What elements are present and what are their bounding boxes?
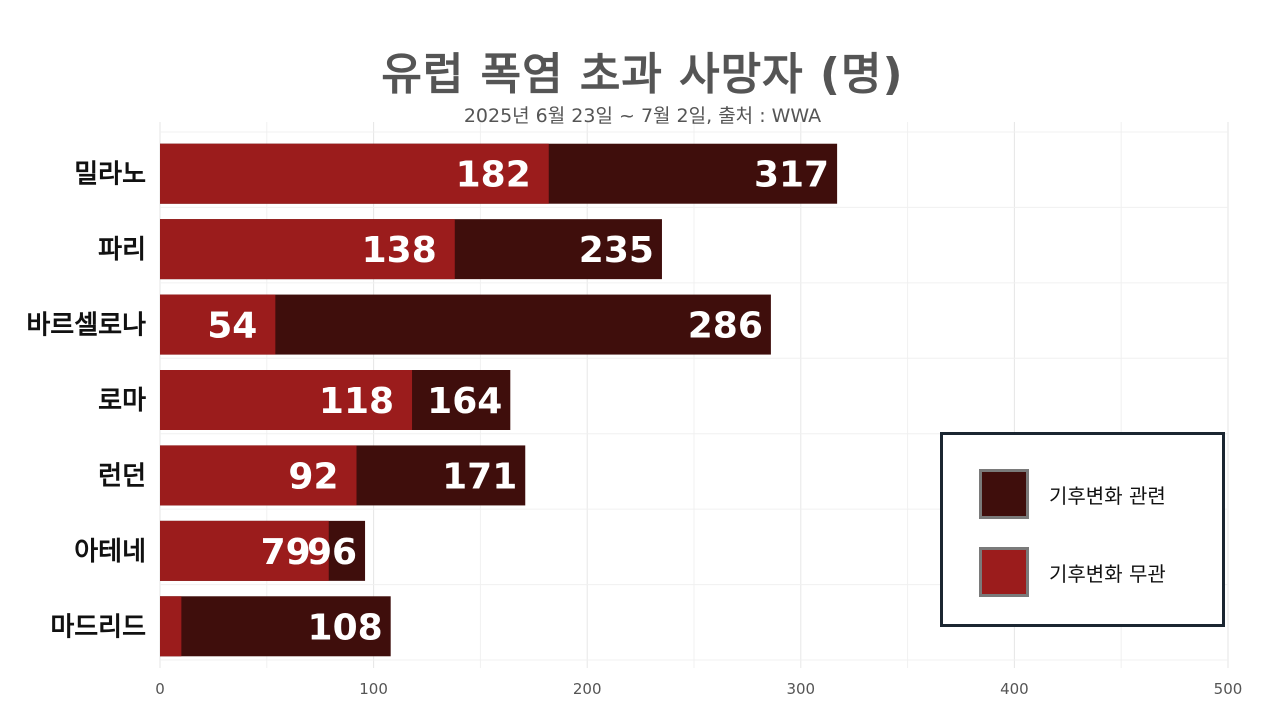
bar-climate-unrelated <box>160 370 413 430</box>
chart-subtitle: 2025년 6월 23일 ~ 7월 2일, 출처 : WWA <box>463 105 822 127</box>
legend-swatch-related <box>979 469 1029 519</box>
category-label: 로마 <box>98 386 146 416</box>
legend-label-related: 기후변화 관련 <box>1049 483 1166 508</box>
data-label-climate-related: 171 <box>442 456 517 497</box>
data-label-climate-related: 108 <box>308 607 383 648</box>
x-tick-label: 500 <box>1214 680 1243 698</box>
category-label: 파리 <box>98 235 146 265</box>
legend-label-unrelated: 기후변화 무관 <box>1049 561 1166 586</box>
bar-climate-unrelated <box>160 520 329 581</box>
category-label: 런던 <box>98 461 146 491</box>
data-label-climate-related: 235 <box>579 230 654 271</box>
bar-climate-unrelated <box>160 143 549 204</box>
bar-climate-related <box>160 596 391 657</box>
data-label-climate-unrelated: 138 <box>362 230 437 271</box>
x-tick-label: 0 <box>155 680 165 698</box>
legend: 기후변화 관련 기후변화 무관 <box>940 432 1225 627</box>
legend-item-unrelated: 기후변화 무관 <box>979 547 1166 597</box>
x-axis-ticks: 0 100 200 300 400 500 <box>155 680 1242 698</box>
legend-item-related: 기후변화 관련 <box>979 469 1166 519</box>
data-label-climate-related: 317 <box>754 155 829 196</box>
category-label: 마드리드 <box>50 612 146 642</box>
bar-climate-unrelated <box>160 219 455 280</box>
x-tick-label: 100 <box>359 680 388 698</box>
category-label: 밀라노 <box>74 160 146 190</box>
data-label-climate-unrelated: 54 <box>207 306 257 347</box>
bar-climate-unrelated <box>160 445 357 506</box>
category-label: 바르셀로나 <box>26 311 146 341</box>
data-label-climate-unrelated: 79 <box>261 532 311 573</box>
bar-climate-unrelated <box>160 294 276 355</box>
bar-climate-unrelated <box>160 596 182 657</box>
grid <box>159 122 1229 668</box>
data-label-climate-unrelated: 182 <box>456 155 531 196</box>
data-label-climate-unrelated: 118 <box>319 381 394 422</box>
legend-swatch-unrelated <box>979 547 1029 597</box>
category-label: 아테네 <box>74 537 146 567</box>
data-label-climate-related: 286 <box>688 306 763 347</box>
data-label-climate-related: 96 <box>307 532 357 573</box>
data-label-climate-unrelated: 92 <box>288 456 338 497</box>
chart-title: 유럽 폭염 초과 사망자 (명) <box>381 49 904 100</box>
x-tick-label: 400 <box>1000 680 1029 698</box>
x-tick-label: 300 <box>786 680 815 698</box>
data-label-climate-related: 164 <box>427 381 502 422</box>
x-tick-label: 200 <box>573 680 602 698</box>
